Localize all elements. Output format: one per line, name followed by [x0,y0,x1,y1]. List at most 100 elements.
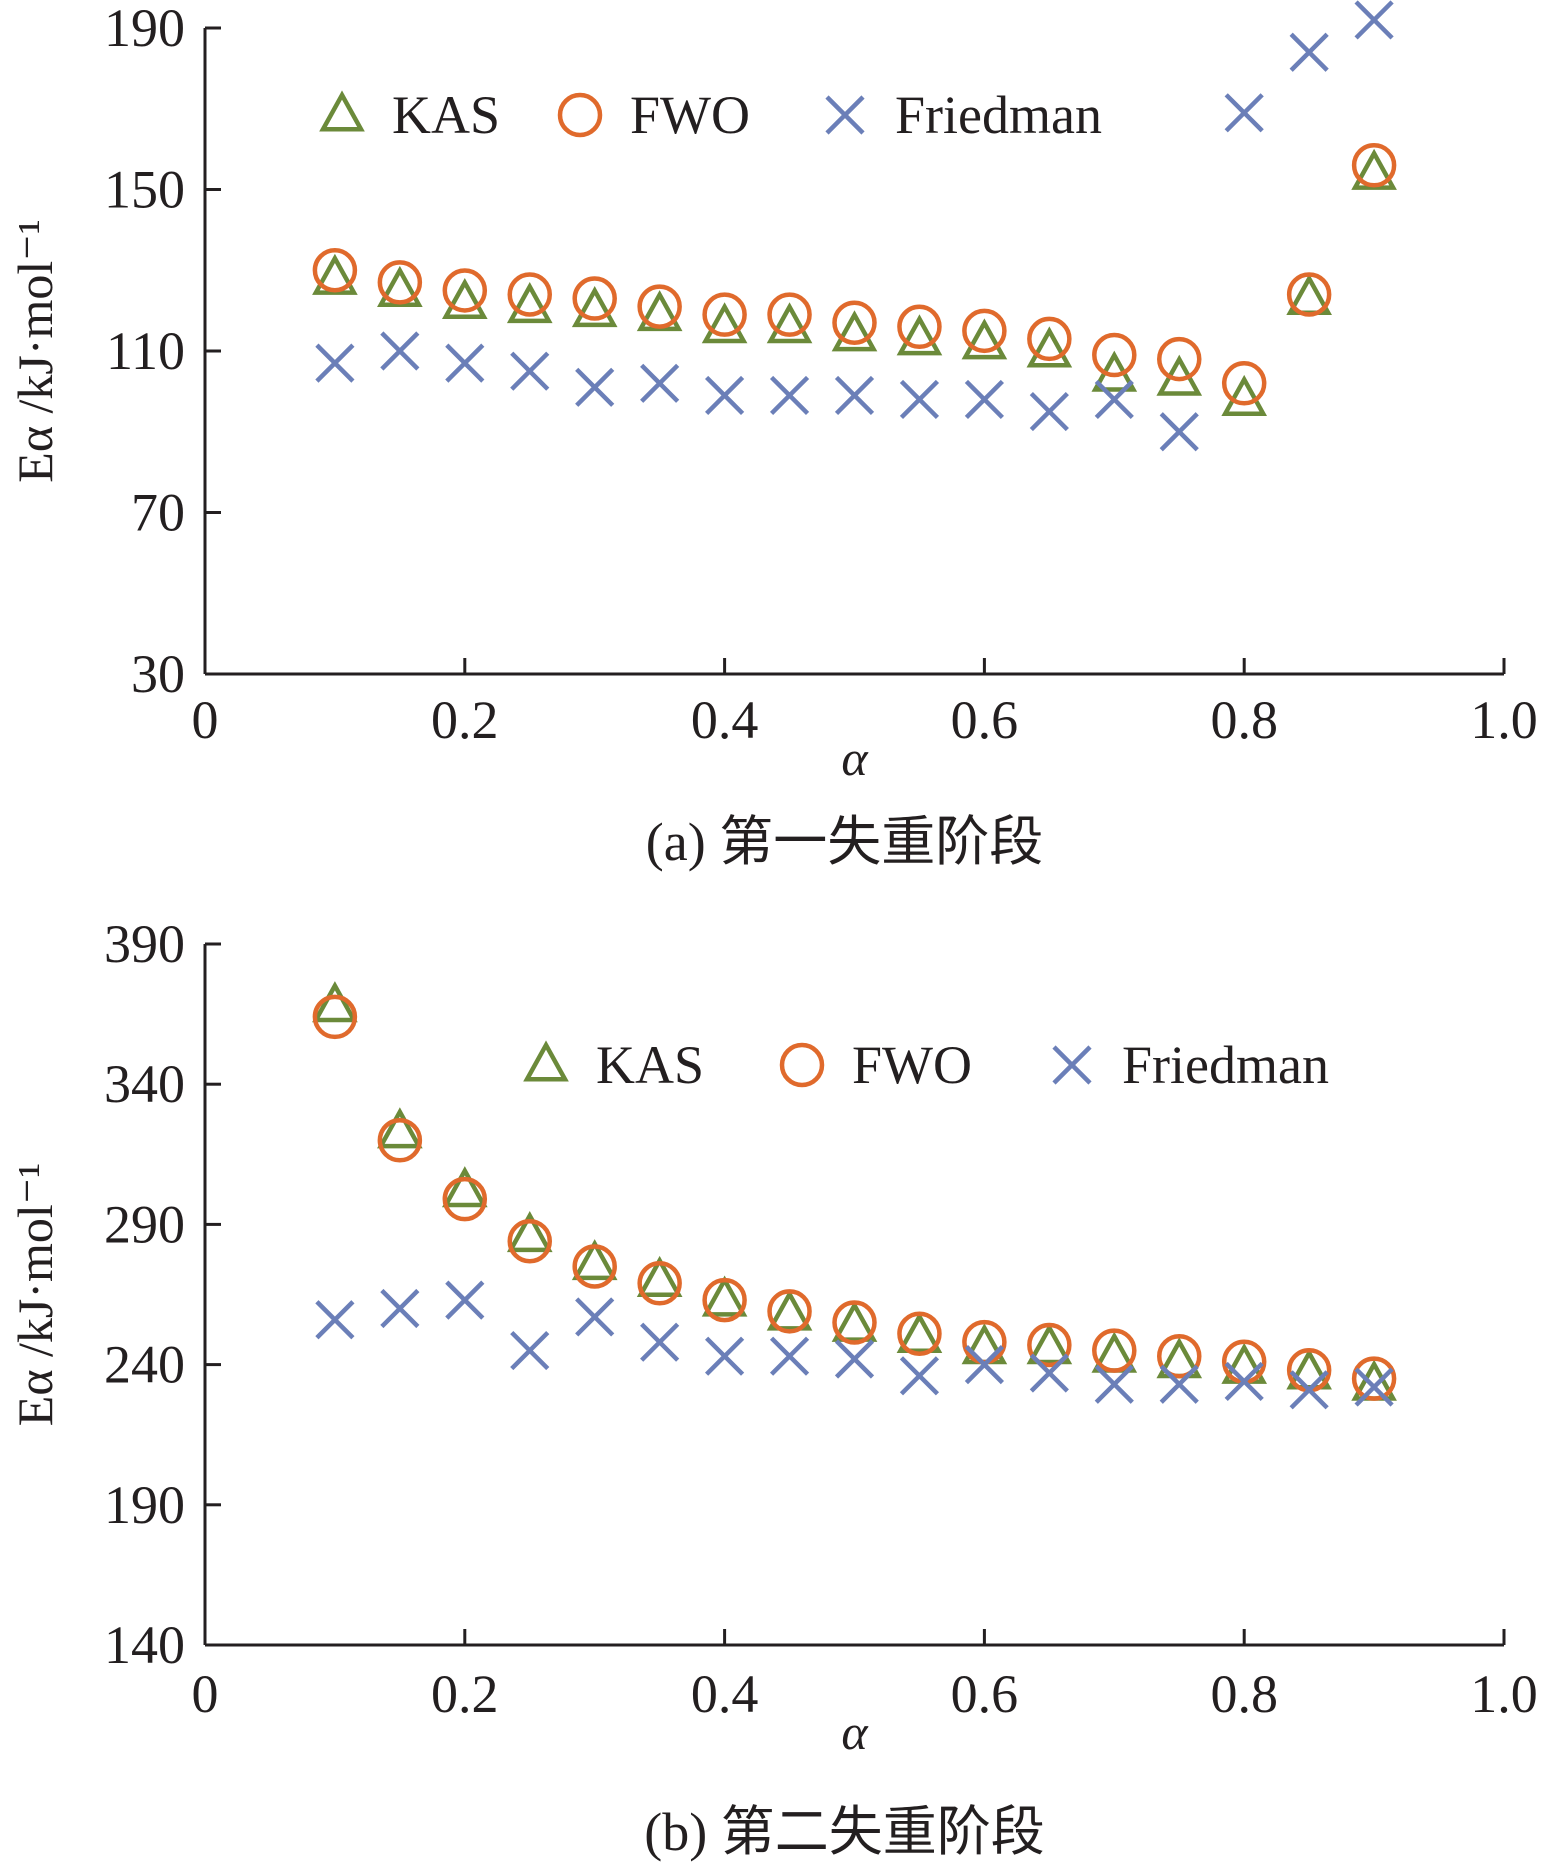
y-tick-label: 390 [104,914,185,974]
data-point-kas [766,1289,813,1331]
x-axis-title: α [841,730,869,786]
data-point-kas [701,302,748,344]
data-point-friedman [1159,1364,1199,1404]
data-point-fwo [962,308,1007,354]
data-point-kas [1026,326,1073,368]
data-point-kas [1221,374,1268,416]
data-point-kas [441,1166,488,1208]
data-point-friedman [640,363,680,403]
data-point-kas [831,1300,878,1342]
x-tick-label: 0.2 [431,1664,499,1724]
data-point-kas [636,1255,683,1297]
x-tick-label: 0.8 [1210,1664,1278,1724]
data-point-friedman [445,1280,485,1320]
data-point-friedman [769,375,810,416]
data-point-fwo [1027,316,1072,362]
data-point-friedman [445,343,485,383]
legend-label: Friedman [1122,1035,1329,1095]
data-point-friedman [1354,0,1394,40]
data-point-friedman [1289,32,1329,72]
data-point-kas [766,302,813,344]
data-point-friedman [769,1336,810,1376]
data-point-fwo [442,268,488,313]
data-point-friedman [1094,1364,1134,1404]
data-point-fwo [572,1244,617,1289]
y-tick-label: 240 [104,1335,185,1395]
legend-marker-cross [1052,1045,1092,1085]
data-point-kas [506,282,553,324]
data-point-fwo [507,1218,552,1264]
x-tick-label: 0.6 [951,1664,1019,1724]
data-point-kas [571,286,618,328]
data-point-fwo [442,1176,488,1222]
data-point-kas [961,318,1008,360]
data-point-friedman [315,343,355,383]
data-point-kas [506,1211,553,1253]
data-point-fwo [637,1261,682,1306]
x-tick-label: 0.4 [691,1664,759,1724]
data-point-kas [896,314,943,356]
data-point-friedman [640,1322,680,1362]
data-point-fwo [1157,1333,1202,1379]
data-point-friedman [964,379,1004,420]
data-point-fwo [702,292,747,337]
data-point-friedman [380,331,420,371]
data-point-friedman [1224,93,1264,133]
data-point-fwo [767,1289,812,1334]
y-tick-label: 150 [104,160,185,220]
chart-caption: (a) 第一失重阶段 [646,812,1043,872]
x-tick-label: 0 [192,1664,219,1724]
data-point-kas [701,1275,748,1317]
data-point-friedman [380,1288,420,1329]
data-point-fwo [897,304,942,350]
x-tick-label: 0.4 [691,690,759,750]
x-tick-label: 0.2 [431,690,499,750]
data-point-friedman [575,367,615,407]
data-point-friedman [1159,412,1199,452]
legend-marker-circle [557,92,603,138]
x-axis-title: α [841,1704,869,1760]
data-point-fwo [1027,1322,1072,1368]
data-point-fwo [1092,1328,1137,1373]
legend-marker-triangle [319,90,365,132]
x-tick-label: 0 [192,690,219,750]
data-point-fwo [1351,143,1397,188]
data-point-kas [312,253,358,295]
data-point-kas [377,1107,423,1149]
legend-marker-triangle [523,1040,569,1082]
y-axis-title: Eα /kJ·mol⁻¹ [7,1163,63,1426]
data-point-fwo [312,994,358,1040]
data-point-kas [1026,1323,1073,1365]
data-point-fwo [1351,1356,1397,1401]
data-point-fwo [1286,272,1332,317]
y-tick-label: 190 [104,0,185,58]
data-point-fwo [1092,332,1137,378]
data-point-friedman [510,351,550,391]
data-point-fwo [377,1118,423,1163]
data-point-fwo [312,248,358,293]
data-point-kas [312,981,358,1023]
y-tick-label: 190 [104,1475,185,1535]
y-tick-label: 70 [131,483,185,543]
data-point-fwo [377,260,423,305]
y-tick-label: 290 [104,1194,185,1254]
legend-label: Friedman [895,85,1102,145]
data-point-kas [377,265,423,307]
legend-marker-cross [825,95,865,135]
data-point-friedman [705,375,745,416]
data-point-fwo [1221,361,1267,406]
data-point-kas [1351,148,1397,190]
data-point-friedman [964,1345,1004,1385]
y-tick-label: 340 [104,1054,185,1114]
legend-label: FWO [630,85,750,145]
data-point-fwo [767,292,812,337]
chart-caption: (b) 第二失重阶段 [644,1802,1044,1862]
data-point-kas [441,277,488,320]
y-axis-title: Eα /kJ·mol⁻¹ [7,219,63,482]
data-point-friedman [834,1339,875,1379]
x-tick-label: 0.6 [951,690,1019,750]
data-point-friedman [1029,391,1069,432]
chart-b: 140 190 240 290 340 390 0 0.2 0.4 0.6 0.8 1.0 α Eα /k… [7,914,1538,1862]
legend-label: FWO [852,1035,972,1095]
